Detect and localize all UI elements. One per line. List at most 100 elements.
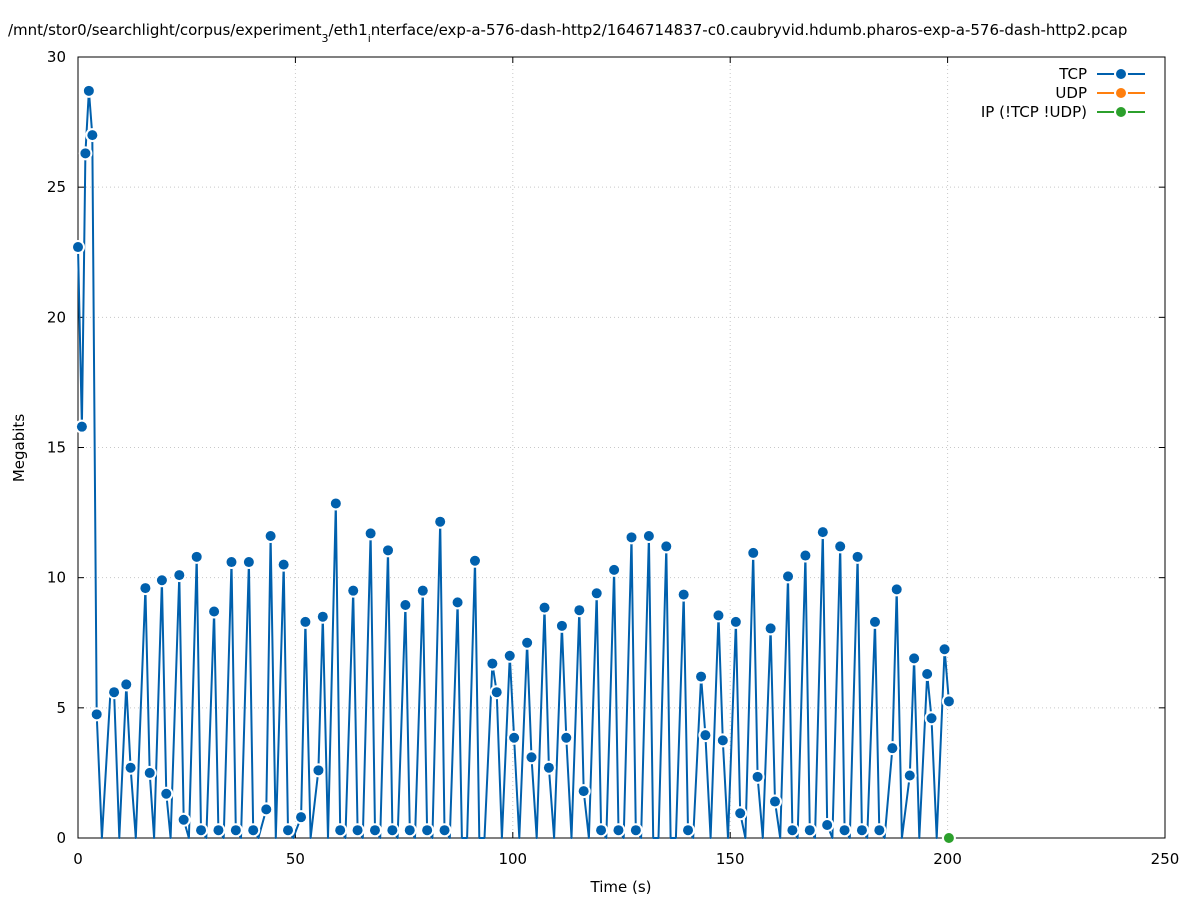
data-point xyxy=(91,709,102,720)
data-point xyxy=(613,825,624,836)
data-point xyxy=(191,551,202,562)
data-point xyxy=(278,559,289,570)
data-point xyxy=(387,825,398,836)
data-point xyxy=(696,671,707,682)
data-point xyxy=(735,808,746,819)
data-point xyxy=(852,551,863,562)
data-point xyxy=(869,616,880,627)
data-point xyxy=(487,658,498,669)
data-point xyxy=(543,762,554,773)
title-subscript-1: 3 xyxy=(322,32,329,45)
data-point xyxy=(748,547,759,558)
data-point xyxy=(261,804,272,815)
data-point xyxy=(874,825,885,836)
data-point xyxy=(348,585,359,596)
series-lines xyxy=(77,89,950,839)
data-point xyxy=(578,786,589,797)
data-point xyxy=(265,531,276,542)
y-axis-label: Megabits xyxy=(10,414,28,482)
data-point xyxy=(943,696,954,707)
data-point xyxy=(87,130,98,141)
data-point xyxy=(891,584,902,595)
y-tick-label: 30 xyxy=(47,48,66,66)
data-point xyxy=(174,570,185,581)
data-point xyxy=(80,148,91,159)
data-point xyxy=(196,825,207,836)
legend-marker xyxy=(1116,88,1126,98)
data-point xyxy=(178,814,189,825)
data-point xyxy=(404,825,415,836)
data-point xyxy=(317,611,328,622)
data-point xyxy=(156,575,167,586)
data-point xyxy=(300,616,311,627)
data-point xyxy=(661,541,672,552)
data-point xyxy=(509,732,520,743)
data-point xyxy=(283,825,294,836)
data-point xyxy=(109,687,120,698)
data-point xyxy=(800,550,811,561)
data-point xyxy=(243,557,254,568)
grid xyxy=(78,57,1165,838)
data-point xyxy=(752,771,763,782)
series-line-tcp xyxy=(77,89,950,839)
data-point xyxy=(522,637,533,648)
x-tick-label: 100 xyxy=(498,850,527,868)
data-point xyxy=(700,730,711,741)
data-point xyxy=(943,833,954,843)
data-point xyxy=(469,555,480,566)
data-point xyxy=(717,735,728,746)
data-point xyxy=(335,825,346,836)
data-point xyxy=(713,610,724,621)
data-point xyxy=(439,825,450,836)
data-point xyxy=(765,623,776,634)
data-point xyxy=(817,527,828,538)
legend-label: UDP xyxy=(1055,84,1087,102)
title-part-2: /eth1 xyxy=(329,21,368,39)
data-point xyxy=(787,825,798,836)
tick-marks xyxy=(77,56,1166,839)
legend-marker xyxy=(1116,107,1126,117)
data-point xyxy=(369,825,380,836)
data-point xyxy=(209,606,220,617)
legend-label: IP (!TCP !UDP) xyxy=(981,103,1087,121)
data-point xyxy=(352,825,363,836)
data-point xyxy=(491,687,502,698)
plot-frame xyxy=(77,56,1166,839)
data-point xyxy=(121,679,132,690)
data-point xyxy=(140,583,151,594)
data-point xyxy=(887,743,898,754)
data-point xyxy=(626,532,637,543)
y-tick-label: 25 xyxy=(47,178,66,196)
data-point xyxy=(226,557,237,568)
data-point xyxy=(73,242,83,253)
data-point xyxy=(230,825,241,836)
data-point xyxy=(417,585,428,596)
legend-marker xyxy=(1116,69,1126,79)
data-point xyxy=(383,545,394,556)
data-point xyxy=(678,589,689,600)
data-point xyxy=(922,668,933,679)
data-point xyxy=(161,788,172,799)
data-point xyxy=(365,528,376,539)
data-point xyxy=(630,825,641,836)
data-point xyxy=(83,85,94,96)
title-part-3: nterface/exp-a-576-dash-http2/1646714837… xyxy=(371,21,1128,39)
legend-label: TCP xyxy=(1058,65,1087,83)
data-point xyxy=(248,825,259,836)
chart-title: /mnt/stor0/searchlight/corpus/experiment… xyxy=(8,21,1127,45)
data-point xyxy=(683,825,694,836)
data-point xyxy=(504,650,515,661)
data-point xyxy=(574,605,585,616)
data-point xyxy=(561,732,572,743)
data-point xyxy=(939,644,950,655)
y-tick-label: 5 xyxy=(56,699,66,717)
data-point xyxy=(556,620,567,631)
y-tick-label: 0 xyxy=(56,829,66,847)
data-point xyxy=(313,765,324,776)
data-point xyxy=(835,541,846,552)
y-tick-label: 20 xyxy=(47,308,66,326)
data-point xyxy=(904,770,915,781)
data-point xyxy=(400,600,411,611)
data-point xyxy=(435,516,446,527)
